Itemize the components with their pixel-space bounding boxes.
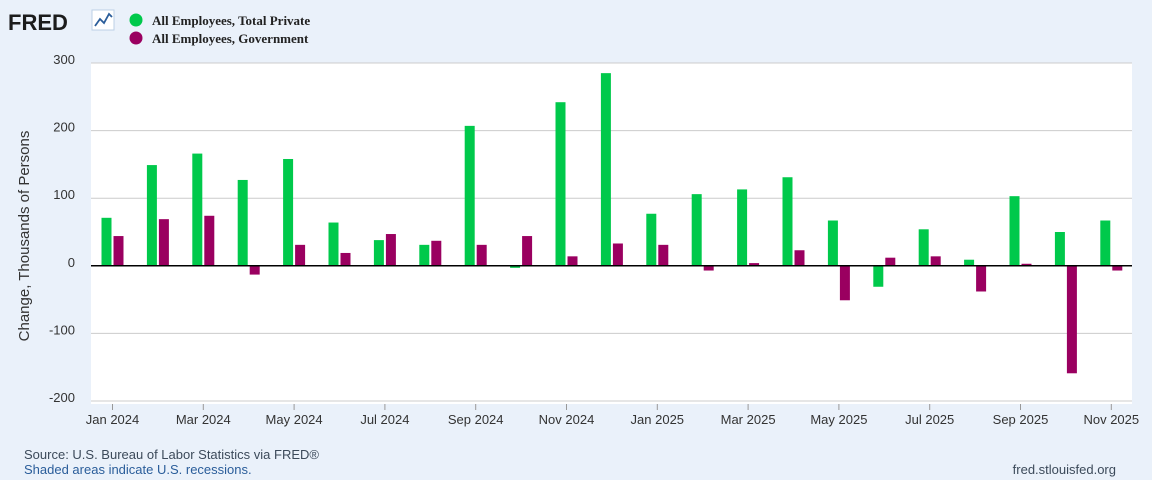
bar-private-15[interactable] xyxy=(782,177,793,266)
fred-logo[interactable]: FRED xyxy=(8,9,115,35)
recession-note[interactable]: Shaded areas indicate U.S. recessions. xyxy=(24,462,252,477)
bar-private-13[interactable] xyxy=(691,194,702,266)
legend-item-government[interactable]: All Employees, Government xyxy=(129,31,310,46)
bar-private-22[interactable] xyxy=(1100,220,1111,266)
bar-government-15[interactable] xyxy=(794,250,805,266)
legend-swatch-government xyxy=(129,31,143,45)
x-tick-label: Jul 2024 xyxy=(360,412,409,427)
bar-government-10[interactable] xyxy=(567,256,578,266)
bar-private-0[interactable] xyxy=(101,217,112,266)
x-tick-label: May 2025 xyxy=(810,412,867,427)
site-url[interactable]: fred.stlouisfed.org xyxy=(1012,462,1116,477)
bar-government-8[interactable] xyxy=(476,244,487,266)
bar-private-14[interactable] xyxy=(737,189,748,266)
bar-private-2[interactable] xyxy=(192,153,203,266)
bar-private-20[interactable] xyxy=(1009,196,1020,266)
y-tick-label: 300 xyxy=(53,52,75,67)
bar-private-8[interactable] xyxy=(464,125,475,266)
legend-swatch-private xyxy=(129,13,143,27)
bar-government-19[interactable] xyxy=(976,265,987,292)
legend-item-private[interactable]: All Employees, Total Private xyxy=(129,13,311,28)
bar-government-4[interactable] xyxy=(295,244,306,266)
bar-government-5[interactable] xyxy=(340,252,351,266)
bar-private-11[interactable] xyxy=(600,73,611,266)
bar-government-11[interactable] xyxy=(612,243,623,266)
y-tick-label: 100 xyxy=(53,187,75,202)
legend-label-government: All Employees, Government xyxy=(152,31,309,46)
bar-government-12[interactable] xyxy=(658,244,669,266)
legend-label-private: All Employees, Total Private xyxy=(152,13,310,28)
bar-government-16[interactable] xyxy=(839,265,850,301)
plot-area xyxy=(91,63,1132,404)
bar-government-22[interactable] xyxy=(1112,265,1123,271)
y-tick-label: -200 xyxy=(49,390,75,405)
x-tick-label: May 2024 xyxy=(266,412,323,427)
bar-private-4[interactable] xyxy=(283,158,294,266)
bars xyxy=(101,73,1123,374)
bar-private-16[interactable] xyxy=(827,220,838,266)
x-axis: Jan 2024 Mar 2024 May 2024 Jul 2024 Sep 2024… xyxy=(86,404,1139,427)
bar-government-21[interactable] xyxy=(1066,265,1077,374)
trend-line-icon xyxy=(91,9,115,31)
bar-government-20[interactable] xyxy=(1021,263,1032,266)
x-tick-label: Mar 2025 xyxy=(721,412,776,427)
bar-government-17[interactable] xyxy=(885,257,896,266)
bar-government-13[interactable] xyxy=(703,265,714,271)
y-axis-label: Change, Thousands of Persons xyxy=(16,131,33,342)
x-tick-label: Jul 2025 xyxy=(905,412,954,427)
x-tick-label: Nov 2025 xyxy=(1083,412,1139,427)
x-tick-label: Jan 2025 xyxy=(631,412,685,427)
y-tick-label: -100 xyxy=(49,322,75,337)
bar-government-7[interactable] xyxy=(431,240,442,266)
bar-private-7[interactable] xyxy=(419,244,430,266)
bar-private-21[interactable] xyxy=(1054,232,1065,266)
bar-private-1[interactable] xyxy=(146,165,157,266)
bar-private-12[interactable] xyxy=(646,213,657,266)
bar-government-6[interactable] xyxy=(385,234,396,266)
bar-private-17[interactable] xyxy=(873,265,884,287)
y-axis: 300 200 100 0 -100 -200 xyxy=(49,52,75,405)
fred-logo-text: FRED xyxy=(8,10,68,35)
source-note: Source: U.S. Bureau of Labor Statistics … xyxy=(24,447,319,462)
bar-government-14[interactable] xyxy=(749,263,760,266)
bar-private-18[interactable] xyxy=(918,229,929,266)
grid-lines xyxy=(91,62,1132,402)
bar-private-9[interactable] xyxy=(510,265,521,268)
bar-government-0[interactable] xyxy=(113,236,124,266)
bar-government-18[interactable] xyxy=(930,256,941,266)
bar-government-1[interactable] xyxy=(158,219,169,266)
x-tick-label: Nov 2024 xyxy=(539,412,595,427)
bar-government-2[interactable] xyxy=(204,215,215,266)
bar-private-5[interactable] xyxy=(328,222,339,266)
x-tick-label: Mar 2024 xyxy=(176,412,231,427)
bar-private-19[interactable] xyxy=(964,259,975,266)
legend: All Employees, Total Private All Employe… xyxy=(129,13,311,46)
x-tick-label: Jan 2024 xyxy=(86,412,140,427)
x-tick-label: Sep 2024 xyxy=(448,412,504,427)
bar-private-3[interactable] xyxy=(237,179,248,266)
bar-private-6[interactable] xyxy=(373,240,384,266)
y-tick-label: 200 xyxy=(53,120,75,135)
bar-government-3[interactable] xyxy=(249,265,260,275)
y-tick-label: 0 xyxy=(68,255,75,270)
bar-private-10[interactable] xyxy=(555,102,566,266)
chart: FRED All Employees, Total Private All Em… xyxy=(8,9,1139,427)
x-tick-label: Sep 2025 xyxy=(993,412,1049,427)
bar-government-9[interactable] xyxy=(522,236,533,266)
